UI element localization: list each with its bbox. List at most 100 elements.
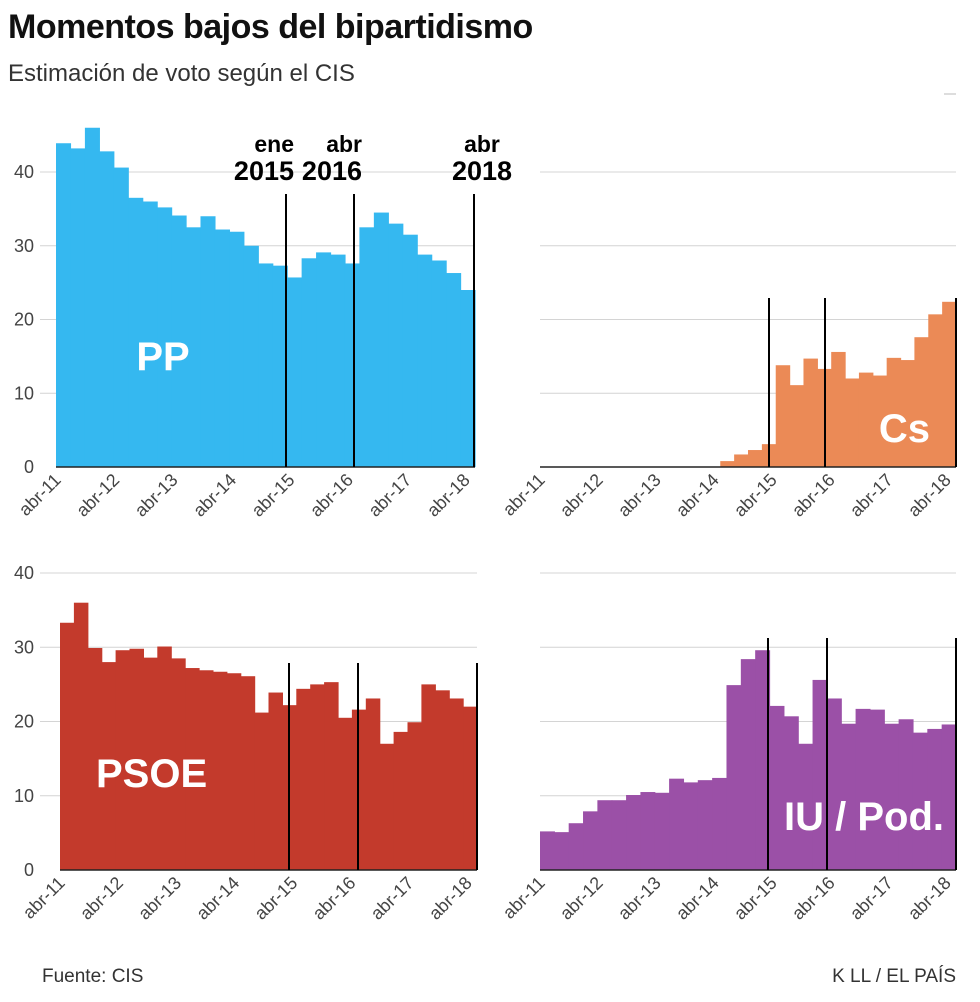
y-tick-label: 10 (14, 786, 34, 806)
x-tick-label: abr-14 (672, 470, 723, 521)
bar (611, 800, 627, 870)
bar (402, 234, 418, 467)
x-tick-label: abr-11 (499, 873, 549, 923)
bar (351, 709, 367, 870)
bar (99, 151, 115, 467)
bar (407, 722, 422, 870)
bar (171, 658, 186, 870)
x-tick-label: abr-12 (556, 873, 607, 924)
x-tick-label: abr-18 (904, 470, 955, 521)
bar (142, 201, 158, 467)
y-tick-label: 10 (14, 383, 34, 403)
bar (379, 743, 395, 870)
bar (157, 207, 173, 467)
bar (254, 712, 270, 870)
x-tick-label: abr-17 (846, 873, 897, 924)
x-tick-label: abr-13 (131, 470, 182, 521)
bar (769, 705, 785, 870)
bar (912, 732, 928, 870)
bar (726, 685, 742, 870)
bar (789, 385, 805, 467)
x-tick-label: abr-13 (134, 873, 185, 924)
panel-label: IU / Pod. (784, 795, 944, 839)
bar (597, 800, 613, 870)
bar (755, 650, 771, 870)
x-tick-label: abr-18 (423, 470, 474, 521)
bar (858, 372, 874, 467)
bar (388, 223, 404, 468)
bar (855, 708, 871, 870)
x-tick-label: abr-13 (614, 470, 665, 521)
bar (258, 263, 274, 467)
bar (869, 709, 885, 870)
x-tick-label: abr-15 (730, 470, 781, 521)
bar (199, 670, 214, 870)
bar (226, 673, 242, 870)
bar (113, 167, 129, 467)
x-tick-label: abr-11 (19, 873, 69, 923)
panel-label: Cs (879, 407, 930, 451)
y-tick-label: 30 (14, 637, 34, 657)
bar (373, 212, 389, 467)
x-tick-label: abr-16 (788, 470, 839, 521)
bar (115, 650, 131, 870)
bar (748, 450, 763, 467)
bar (287, 277, 303, 467)
y-tick-label: 40 (14, 162, 34, 182)
x-tick-label: abr-18 (904, 873, 955, 924)
x-tick-label: abr-14 (672, 873, 723, 924)
bar (463, 706, 478, 870)
bar (101, 662, 117, 870)
bar (812, 679, 828, 870)
x-tick-label: abr-16 (306, 470, 357, 521)
bar (365, 698, 381, 870)
y-tick-label: 40 (14, 563, 34, 583)
bar (712, 777, 728, 870)
bar (393, 731, 409, 870)
y-tick-label: 0 (24, 860, 34, 880)
bar (826, 698, 842, 870)
bar (359, 227, 375, 467)
x-tick-label: abr-17 (846, 470, 897, 521)
x-tick-label: abr-12 (72, 470, 123, 521)
bar (60, 622, 75, 870)
bar (669, 778, 685, 870)
bar (324, 682, 339, 870)
x-tick-label: abr-12 (76, 873, 127, 924)
bar (129, 648, 144, 870)
bar (783, 716, 799, 870)
x-tick-label: abr-18 (425, 873, 476, 924)
bar (338, 717, 353, 870)
bar (914, 337, 929, 467)
bar (143, 657, 158, 870)
bar (927, 728, 943, 870)
x-tick-label: abr-15 (248, 470, 299, 521)
bar (84, 127, 100, 467)
x-tick-label: abr-17 (367, 873, 418, 924)
x-tick-label: abr-14 (189, 470, 240, 521)
event-month-label: abr (464, 131, 500, 157)
x-tick-label: abr-14 (192, 873, 243, 924)
bar (435, 690, 450, 870)
bar (272, 265, 288, 467)
bar (431, 260, 447, 467)
bar (872, 375, 888, 467)
bar (803, 358, 818, 467)
bar (928, 314, 943, 467)
x-tick-label: abr-17 (364, 470, 415, 521)
bar (56, 143, 72, 468)
y-tick-label: 0 (24, 457, 34, 477)
bar (886, 357, 902, 467)
bar (330, 254, 346, 467)
bar (214, 229, 230, 467)
bar (344, 263, 361, 467)
bar (157, 646, 172, 870)
bar (683, 782, 699, 870)
bar (229, 231, 245, 467)
bar (460, 290, 476, 467)
bar (301, 258, 317, 467)
bar (942, 301, 957, 467)
